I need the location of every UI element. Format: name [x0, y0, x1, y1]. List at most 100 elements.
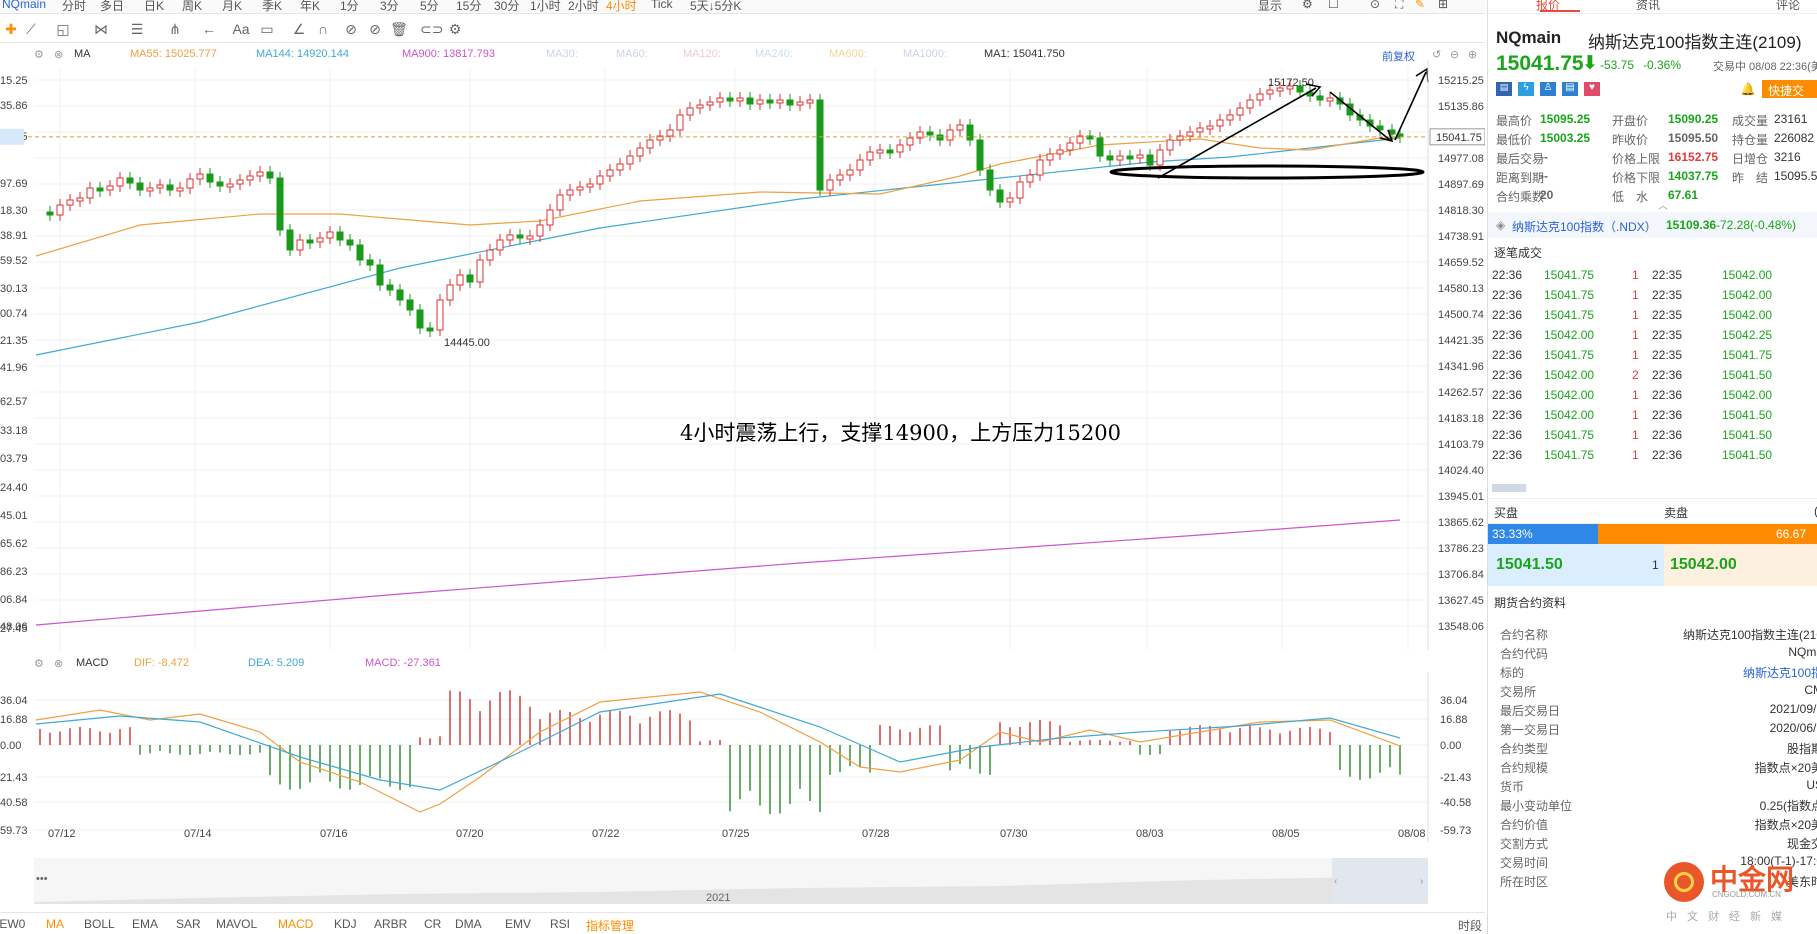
zoom-in-icon[interactable]: ⊕	[1468, 49, 1478, 61]
arrow-icon[interactable]: ←	[202, 21, 216, 37]
grid-icon[interactable]: ⊞	[1438, 0, 1449, 11]
indicator-boll[interactable]: BOLL	[84, 917, 115, 931]
crosshair-icon[interactable]: ✚	[5, 21, 17, 37]
us-flag-icon: ▤	[1496, 82, 1512, 96]
bid-price[interactable]: 15041.50	[1496, 556, 1563, 573]
pencil-icon[interactable]: ✎	[1415, 0, 1426, 11]
trade-cell: 22:36	[1492, 448, 1523, 462]
indicator-cr[interactable]: CR	[424, 917, 442, 931]
trash-icon[interactable]: 🗑	[390, 21, 408, 37]
hide-icon[interactable]: ⊘	[369, 21, 381, 37]
zoom-out-icon[interactable]: ⊖	[1450, 49, 1460, 61]
tab-comments[interactable]: 评论	[1776, 0, 1801, 12]
timeframe-9[interactable]: 5分	[420, 0, 439, 13]
trendline-icon[interactable]: ⟋	[26, 21, 36, 37]
macd-close-icon[interactable]: ⊗	[54, 658, 64, 670]
symbol-label[interactable]: NQmain	[2, 0, 47, 11]
navigator-window	[1332, 858, 1428, 904]
ask-price[interactable]: 15042.00	[1670, 556, 1737, 573]
indicator-arbr[interactable]: ARBR	[374, 917, 408, 931]
lightning-icon[interactable]: ϟ	[1518, 82, 1534, 96]
timeframe-7[interactable]: 1分	[340, 0, 359, 13]
candlestick-chart[interactable]: 15215.2515135.8615056.4714977.0814897.69…	[0, 60, 1485, 650]
document-icon[interactable]: ▤	[1562, 82, 1578, 96]
fullscreen-icon[interactable]: ⛶	[1395, 0, 1404, 11]
time-navigator[interactable]: ‹ ›	[0, 858, 1485, 906]
indicator-bar: IEW0 MA BOLL EMA SAR MAVOL MACD KDJ ARBR CR DMA EMV…	[0, 912, 1485, 934]
navigator-more-icon[interactable]: •••	[36, 873, 48, 885]
adjust-button[interactable]: 前复权	[1382, 51, 1415, 63]
macd-label[interactable]: MACD	[76, 657, 109, 669]
alert-bell-icon[interactable]: 🔔	[1740, 82, 1756, 96]
info-value: CM	[1804, 683, 1817, 697]
timeframe-16[interactable]: 5天↓5分K	[690, 0, 742, 13]
timeframe-12[interactable]: 1小时	[530, 0, 561, 13]
indicator-rsi[interactable]: RSI	[550, 917, 571, 931]
indicator-iew0[interactable]: IEW0	[0, 917, 26, 931]
layout-icon[interactable]: ☐	[1328, 0, 1339, 11]
timeframe-14[interactable]: 4小时	[606, 0, 637, 13]
trades-scrollbar[interactable]	[1492, 484, 1526, 492]
index-name[interactable]: 纳斯达克100指数（.NDX）	[1512, 220, 1657, 234]
timeframe-2[interactable]: 日K	[144, 0, 165, 13]
settings-icon[interactable]: ⚙	[1302, 0, 1313, 11]
indicator-指标管理[interactable]: 指标管理	[586, 919, 635, 933]
macd-chart[interactable]: 36.04 36.04 16.88 16.88 0.00 0.00 -21.43 21.43 -…	[0, 672, 1485, 842]
pitchfork-icon[interactable]: ⋔	[169, 21, 181, 37]
indicator-dma[interactable]: DMA	[455, 917, 482, 931]
macd-settings-icon[interactable]: ⚙	[34, 658, 44, 670]
trade-cell: 22:36	[1492, 268, 1523, 282]
indicator-sar[interactable]: SAR	[176, 917, 201, 931]
link-icon[interactable]: ⊂⊃	[420, 21, 444, 37]
timeframe-4[interactable]: 月K	[222, 0, 243, 13]
fibonacci-icon[interactable]: ⋈	[94, 21, 108, 37]
timeframe-15[interactable]: Tick	[651, 0, 673, 11]
info-value[interactable]: 纳斯达克100指	[1742, 666, 1817, 680]
indicator-macd[interactable]: MACD	[278, 917, 314, 931]
indicator-ema[interactable]: EMA	[132, 917, 159, 931]
person-icon[interactable]: ♙	[1540, 82, 1556, 96]
display-menu[interactable]: 显示	[1258, 0, 1283, 13]
ma-label[interactable]: MA	[74, 48, 91, 60]
legend-settings-icon[interactable]: ⚙	[34, 49, 44, 61]
timeframe-6[interactable]: 年K	[300, 0, 321, 13]
brush-icon[interactable]: ∠	[292, 21, 306, 37]
timeframe-8[interactable]: 3分	[380, 0, 399, 13]
camera-icon[interactable]: ⊙	[1370, 0, 1381, 11]
timeframe-1[interactable]: 多日	[100, 0, 125, 13]
trade-cell: 15041.50	[1722, 408, 1773, 422]
reset-icon[interactable]: ↺	[1432, 49, 1442, 61]
indicator-kdj[interactable]: KDJ	[334, 917, 357, 931]
timeframe-13[interactable]: 2小时	[568, 0, 599, 13]
legend-close-icon[interactable]: ⊗	[54, 49, 64, 61]
comment-icon[interactable]: ▭	[260, 21, 274, 37]
favorite-heart-icon[interactable]: ♥	[1584, 82, 1600, 96]
price-axis-label: 15215.25	[1438, 75, 1484, 87]
tab-news[interactable]: 资讯	[1636, 0, 1661, 12]
info-label: 标的	[1500, 666, 1525, 680]
candle-body	[736, 97, 744, 102]
indicator-ma[interactable]: MA	[46, 917, 64, 931]
timeframe-0[interactable]: 分时	[62, 0, 87, 13]
magnet-icon[interactable]: ∩	[317, 21, 329, 37]
candle-body	[676, 114, 684, 131]
info-label: 货币	[1500, 780, 1525, 794]
timeframe-10[interactable]: 15分	[456, 0, 482, 13]
analysis-annotation: 4小时震荡上行，支撑14900，上方压力15200	[680, 421, 1121, 445]
tab-quote[interactable]: 报价	[1536, 0, 1561, 12]
indicator-mavol[interactable]: MAVOL	[216, 917, 258, 931]
draw-settings-icon[interactable]: ⚙	[448, 21, 462, 37]
timeframe-11[interactable]: 30分	[494, 0, 520, 13]
quick-trade-button[interactable]: 快捷交	[1762, 80, 1817, 98]
timeframe-5[interactable]: 季K	[262, 0, 283, 13]
timeframe-3[interactable]: 周K	[182, 0, 203, 13]
collapse-chevron-icon[interactable]: ︿	[1658, 201, 1668, 212]
candle-body	[46, 211, 54, 216]
indicator-emv[interactable]: EMV	[505, 917, 532, 931]
parallel-lines-icon[interactable]: ☰	[130, 21, 144, 37]
ruler-icon[interactable]: ⊘	[345, 21, 357, 37]
period-button[interactable]: 时段	[1458, 919, 1483, 933]
trade-cell: 1	[1632, 268, 1639, 282]
text-icon[interactable]: Aa	[232, 21, 250, 37]
rectangle-icon[interactable]: ◱	[56, 21, 70, 37]
